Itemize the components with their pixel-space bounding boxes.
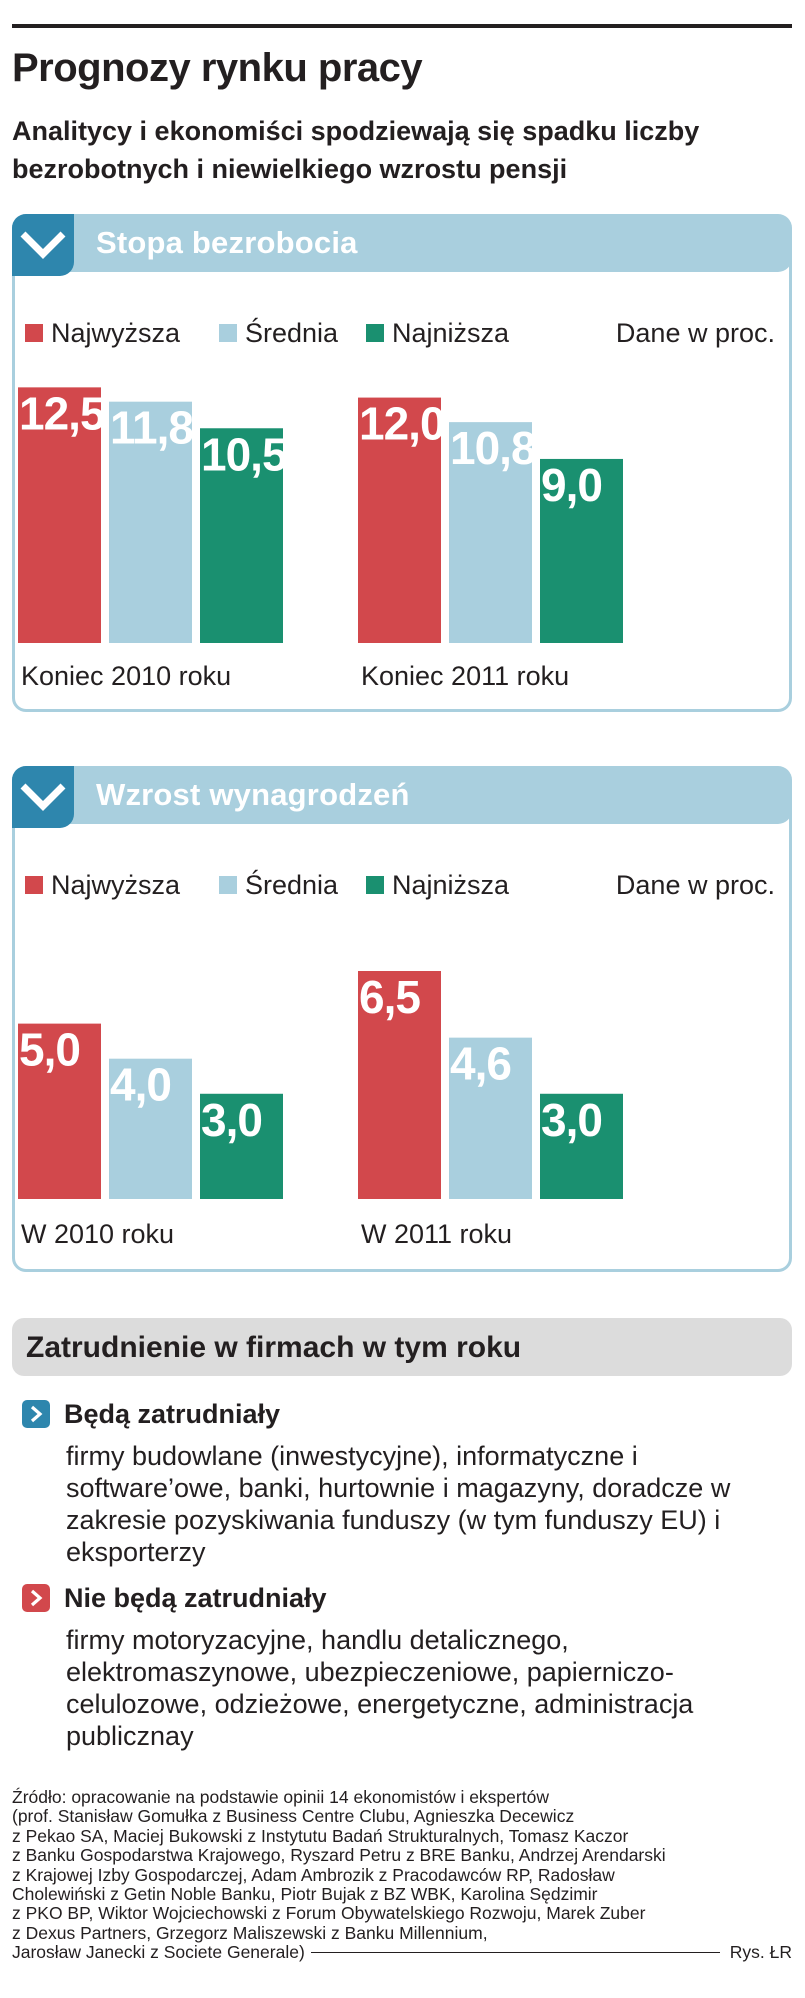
employment-yes: Będą zatrudniały firmy budowlane (inwest… [22,1396,792,1568]
source-line: z Banku Gospodarstwa Krajowego, Ryszard … [12,1845,666,1866]
chevron-down-icon [12,766,74,828]
bar-label-srednia-1: 11,8 [110,402,193,454]
bar-srednia-2 [449,422,532,643]
bar-label-srednia-2: 4,6 [450,1038,511,1090]
employment-no-text: firmy motoryzacyjne, handlu detalicznego… [66,1625,694,1751]
wages-legend: Najwyższa Średnia Najniższa Dane w proc. [15,863,789,907]
source-line: Źródło: opracowanie na podstawie opinii … [12,1787,549,1807]
source-line: z Dexus Partners, Grzegorz Maliszewski z… [12,1922,488,1943]
bar-label-srednia-1: 4,0 [110,1059,171,1111]
page-title: Prognozy rynku pracy [12,46,423,90]
legend-swatch-srednia [219,324,237,342]
unit-label: Dane w proc. [615,318,775,348]
legend-item-najwyzsza: Najwyższa [25,311,180,355]
legend-item-najnizsza: Najniższa [366,311,509,355]
employment-no-title: Nie będą zatrudniały [64,1582,327,1613]
bar-najwyzsza-2 [358,971,441,1199]
page-subtitle: Analitycy i ekonomiści spodziewają się s… [12,116,700,184]
unemployment-panel: Najwyższa Średnia Najniższa Dane w proc.… [12,228,792,712]
bar-label-najnizsza-2: 3,0 [541,1094,602,1146]
top-rule [12,24,792,28]
legend-label-najnizsza-2: Najniższa [392,869,510,900]
bar-najwyzsza-2 [358,397,441,643]
source-line: Cholewiński z Getin Noble Banku, Piotr B… [12,1884,598,1905]
legend-label-najwyzsza-2: Najwyższa [51,869,181,900]
employment-header: Zatrudnienie w firmach w tym roku [12,1318,792,1376]
wages-panel: Najwyższa Średnia Najniższa Dane w proc.… [12,782,792,1272]
wages-header: Wzrost wynagrodzeń [12,766,792,828]
source-line: Jarosław Janecki z Societe Generale) [12,1942,305,1963]
chevron-right-icon [22,1584,50,1612]
legend-label-srednia-2: Średnia [245,869,339,900]
bar-srednia-1 [109,1058,192,1199]
unemployment-legend: Najwyższa Średnia Najniższa Dane w proc. [15,311,789,355]
chevron-right-icon [22,1400,50,1428]
bar-label-najnizsza-1: 10,5 [201,428,287,480]
legend-swatch-najwyzsza-2 [25,876,43,894]
bar-srednia-2 [449,1037,532,1199]
legend-item-najnizsza-2: Najniższa [366,863,509,907]
source-line: z Pekao SA, Maciej Bukowski z Instytutu … [12,1825,629,1846]
wages-chart: 5,0 4,0 3,0 W 2010 roku 6,5 4,6 3,0 W 2011 roku [18,971,623,1249]
employment-yes-title: Będą zatrudniały [64,1398,281,1429]
category-label-2: W 2011 roku [361,1219,512,1249]
credit-label: Rys. ŁR [729,1942,792,1963]
bar-najnizsza-2 [540,1093,623,1199]
legend-item-srednia: Średnia [219,311,338,355]
source-note: Źródło: opracowanie na podstawie opinii … [12,1787,792,1963]
bar-label-najwyzsza-2: 6,5 [359,971,420,1023]
bar-label-najnizsza-2: 9,0 [541,459,602,511]
bar-label-najwyzsza-2: 12,0 [359,398,445,450]
source-line: z PKO BP, Wiktor Wojciechowski z Forum O… [12,1903,646,1924]
bar-najnizsza-1 [200,428,283,643]
chevron-down-icon [12,214,74,276]
bar-najnizsza-2 [540,458,623,643]
legend-label-najwyzsza: Najwyższa [51,317,181,348]
bar-label-najwyzsza-1: 5,0 [19,1024,80,1076]
category-label-2: Koniec 2011 roku [361,661,569,691]
legend-label-srednia: Średnia [245,317,339,348]
bar-label-najnizsza-1: 3,0 [201,1094,262,1146]
employment-yes-text: firmy budowlane (inwestycyjne), informat… [66,1441,731,1567]
source-line: (prof. Stanisław Gomułka z Business Cent… [12,1806,575,1827]
bar-label-najwyzsza-1: 12,5 [19,387,105,439]
legend-item-srednia-2: Średnia [219,863,338,907]
category-label-1: Koniec 2010 roku [21,661,231,691]
legend-swatch-najwyzsza [25,324,43,342]
bar-srednia-1 [109,401,192,643]
bar-label-srednia-2: 10,8 [450,422,536,474]
wages-title: Wzrost wynagrodzeń [96,777,410,812]
legend-swatch-najnizsza [366,324,384,342]
unemployment-title: Stopa bezrobocia [96,225,358,260]
legend-swatch-srednia-2 [219,876,237,894]
source-rule [310,1952,720,1954]
employment-no: Nie będą zatrudniały firmy motoryzacyjne… [22,1580,792,1752]
bar-najwyzsza-1 [18,387,101,643]
employment-title: Zatrudnienie w firmach w tym roku [26,1331,522,1364]
unemployment-chart: 12,5 11,810,5 Koniec 2010 roku 12,0 10,89,0 K… [18,387,623,691]
legend-swatch-najnizsza-2 [366,876,384,894]
bar-najwyzsza-1 [18,1023,101,1199]
bar-najnizsza-1 [200,1093,283,1199]
legend-label-najnizsza: Najniższa [392,317,510,348]
category-label-1: W 2010 roku [21,1219,174,1249]
unemployment-header: Stopa bezrobocia [12,214,792,276]
legend-item-najwyzsza-2: Najwyższa [25,863,180,907]
source-line: z Krajowej Izby Gospodarczej, Adam Ambro… [12,1864,615,1885]
unit-label-2: Dane w proc. [615,870,775,900]
